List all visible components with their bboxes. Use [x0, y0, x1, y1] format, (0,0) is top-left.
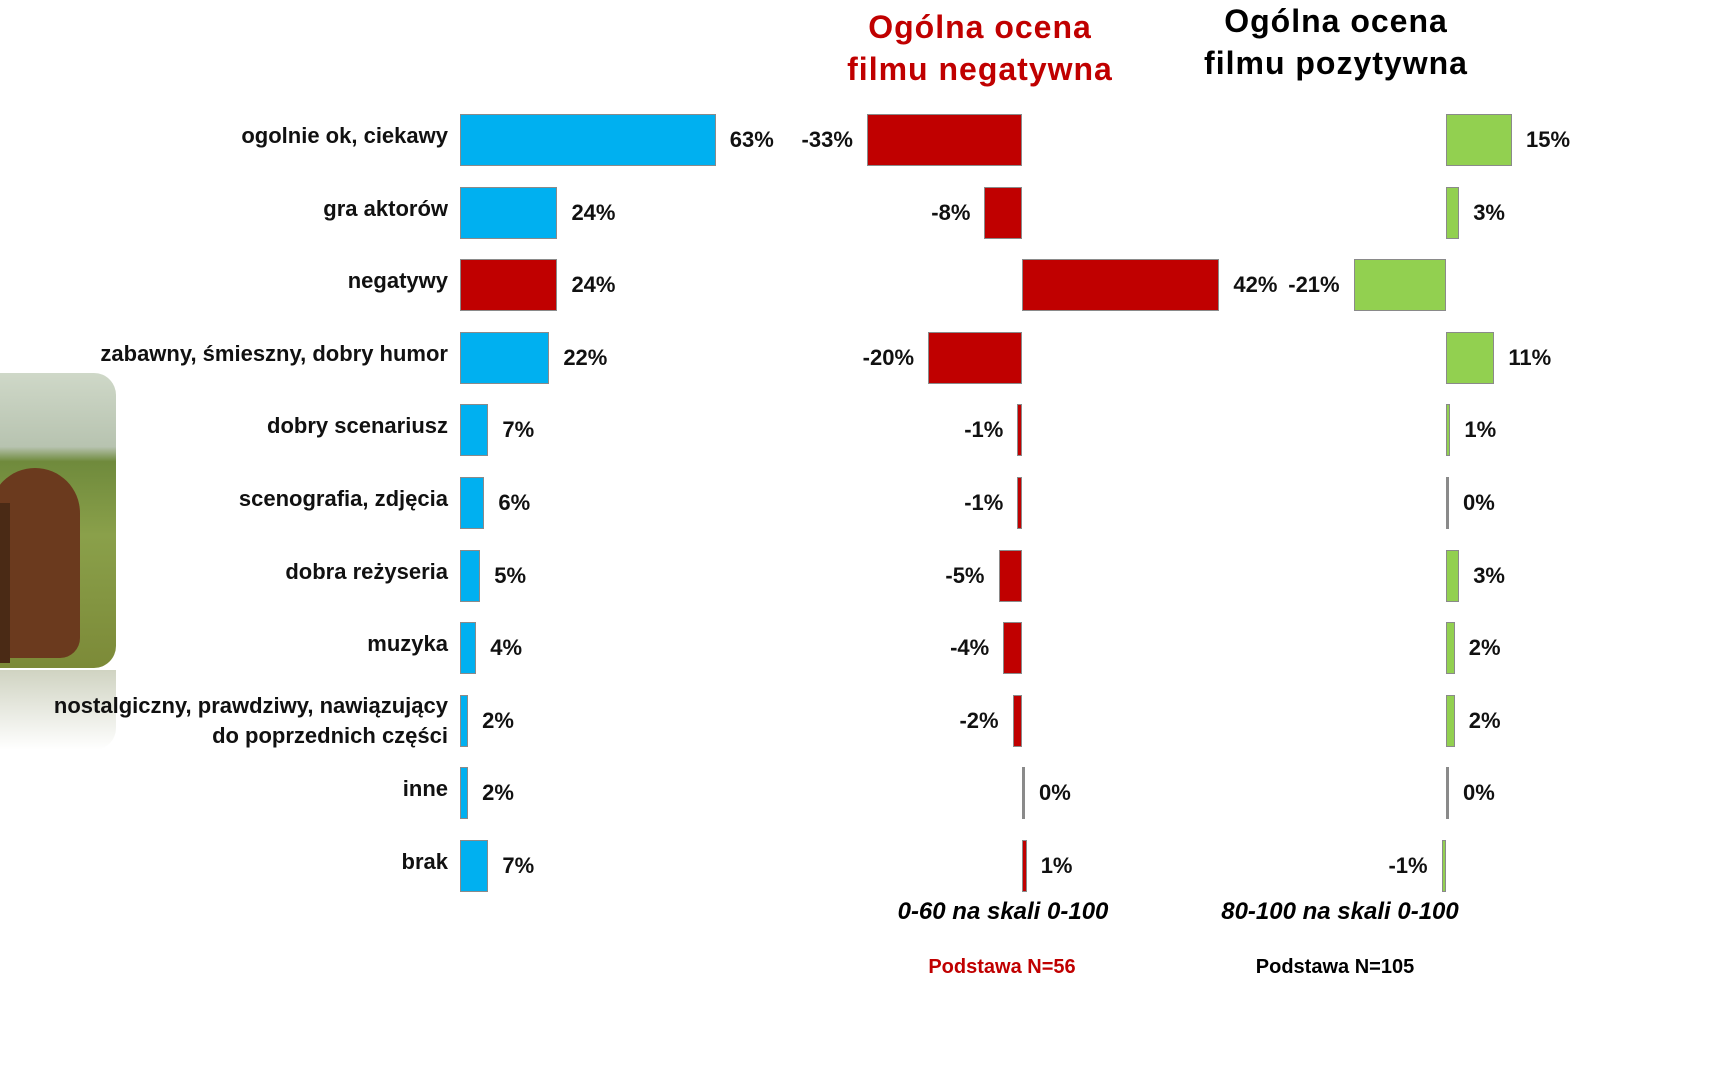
value-label: -1%: [1388, 853, 1428, 878]
value-label: -21%: [1288, 272, 1340, 298]
bar: [1017, 404, 1022, 457]
category-label: brak: [401, 849, 448, 874]
value-label: -33%: [801, 127, 853, 152]
value-label: 7%: [502, 417, 535, 443]
category-label: gra aktorów: [323, 195, 448, 221]
value-label: -1%: [964, 417, 1004, 443]
category-label: ogolnie ok, ciekawy: [241, 123, 448, 148]
bar: [460, 331, 550, 384]
bar: [1022, 767, 1025, 820]
bar: [460, 694, 469, 747]
bar: [1446, 549, 1460, 602]
chart-title: Ogólna ocena filmu pozytywna: [1204, 3, 1468, 81]
value-label: 42%: [1233, 272, 1278, 298]
bar: [928, 331, 1022, 384]
value-label: 3%: [1473, 562, 1505, 588]
bar: [866, 114, 1022, 166]
value-label: 1%: [1464, 417, 1497, 443]
bar: [1446, 694, 1455, 747]
value-label: 0%: [1463, 780, 1495, 806]
bar: [460, 767, 469, 820]
bar: [1003, 622, 1022, 675]
value-label: -8%: [931, 199, 971, 225]
base-note: Podstawa N=105: [1255, 956, 1415, 978]
value-label: 2%: [482, 780, 514, 806]
bar: [1446, 114, 1512, 166]
base-note: Podstawa N=56: [928, 956, 1076, 978]
value-label: -5%: [945, 562, 985, 588]
bar: [1446, 404, 1451, 457]
bar: [1012, 694, 1022, 747]
value-label: 4%: [490, 635, 523, 661]
photo: [0, 373, 116, 668]
value-label: 24%: [571, 199, 616, 225]
bar: [1446, 331, 1495, 384]
value-label: -4%: [950, 635, 990, 661]
value-label: 5%: [494, 562, 527, 588]
bar: [1353, 259, 1446, 312]
category-label: scenografia, zdjęcia: [238, 486, 448, 511]
value-label: 11%: [1508, 344, 1552, 370]
value-label: 3%: [1473, 199, 1505, 225]
bar: [460, 114, 716, 166]
bar: [460, 186, 558, 239]
bar: [1022, 259, 1220, 312]
photo-reflection: [0, 670, 116, 750]
bar: [460, 622, 477, 675]
bar: [460, 404, 489, 457]
value-label: 0%: [1463, 490, 1495, 515]
value-label: 2%: [482, 707, 514, 733]
value-label: 2%: [1468, 635, 1501, 661]
value-label: 6%: [498, 490, 531, 515]
value-label: -1%: [964, 490, 1004, 515]
bar: [984, 186, 1022, 239]
bar: [460, 840, 489, 892]
value-label: 2%: [1468, 707, 1501, 733]
value-label: 15%: [1526, 127, 1571, 152]
value-label: 24%: [571, 272, 616, 298]
scale-note: 0-60 na skali 0-100: [897, 898, 1109, 925]
value-label: 0%: [1039, 780, 1071, 806]
bar: [1446, 186, 1460, 239]
category-label: nostalgiczny, prawdziwy, nawiązujący do …: [53, 692, 448, 748]
bar: [1017, 477, 1022, 529]
bar: [460, 259, 558, 312]
bar: [460, 477, 485, 529]
category-label: negatywy: [347, 268, 448, 294]
category-label: inne: [402, 776, 448, 802]
bar: [460, 549, 481, 602]
chart-title: Ogólna ocena filmu negatywna: [847, 9, 1113, 87]
value-label: -20%: [862, 344, 914, 370]
value-label: 7%: [502, 853, 535, 878]
value-label: 1%: [1040, 853, 1073, 878]
bar: [1446, 622, 1455, 675]
category-label: muzyka: [367, 631, 448, 657]
bar: [998, 549, 1022, 602]
category-label: zabawny, śmieszny, dobry humor: [100, 340, 448, 366]
category-label: dobry scenariusz: [267, 413, 448, 439]
scale-note: 80-100 na skali 0-100: [1221, 898, 1459, 925]
value-label: -2%: [959, 707, 999, 733]
bar: [1446, 477, 1449, 529]
value-label: 63%: [729, 127, 774, 152]
category-label: dobra reżyseria: [285, 558, 448, 584]
bar: [1022, 840, 1027, 892]
bar: [1446, 767, 1449, 820]
value-label: 22%: [563, 344, 608, 370]
bar: [1441, 840, 1446, 892]
